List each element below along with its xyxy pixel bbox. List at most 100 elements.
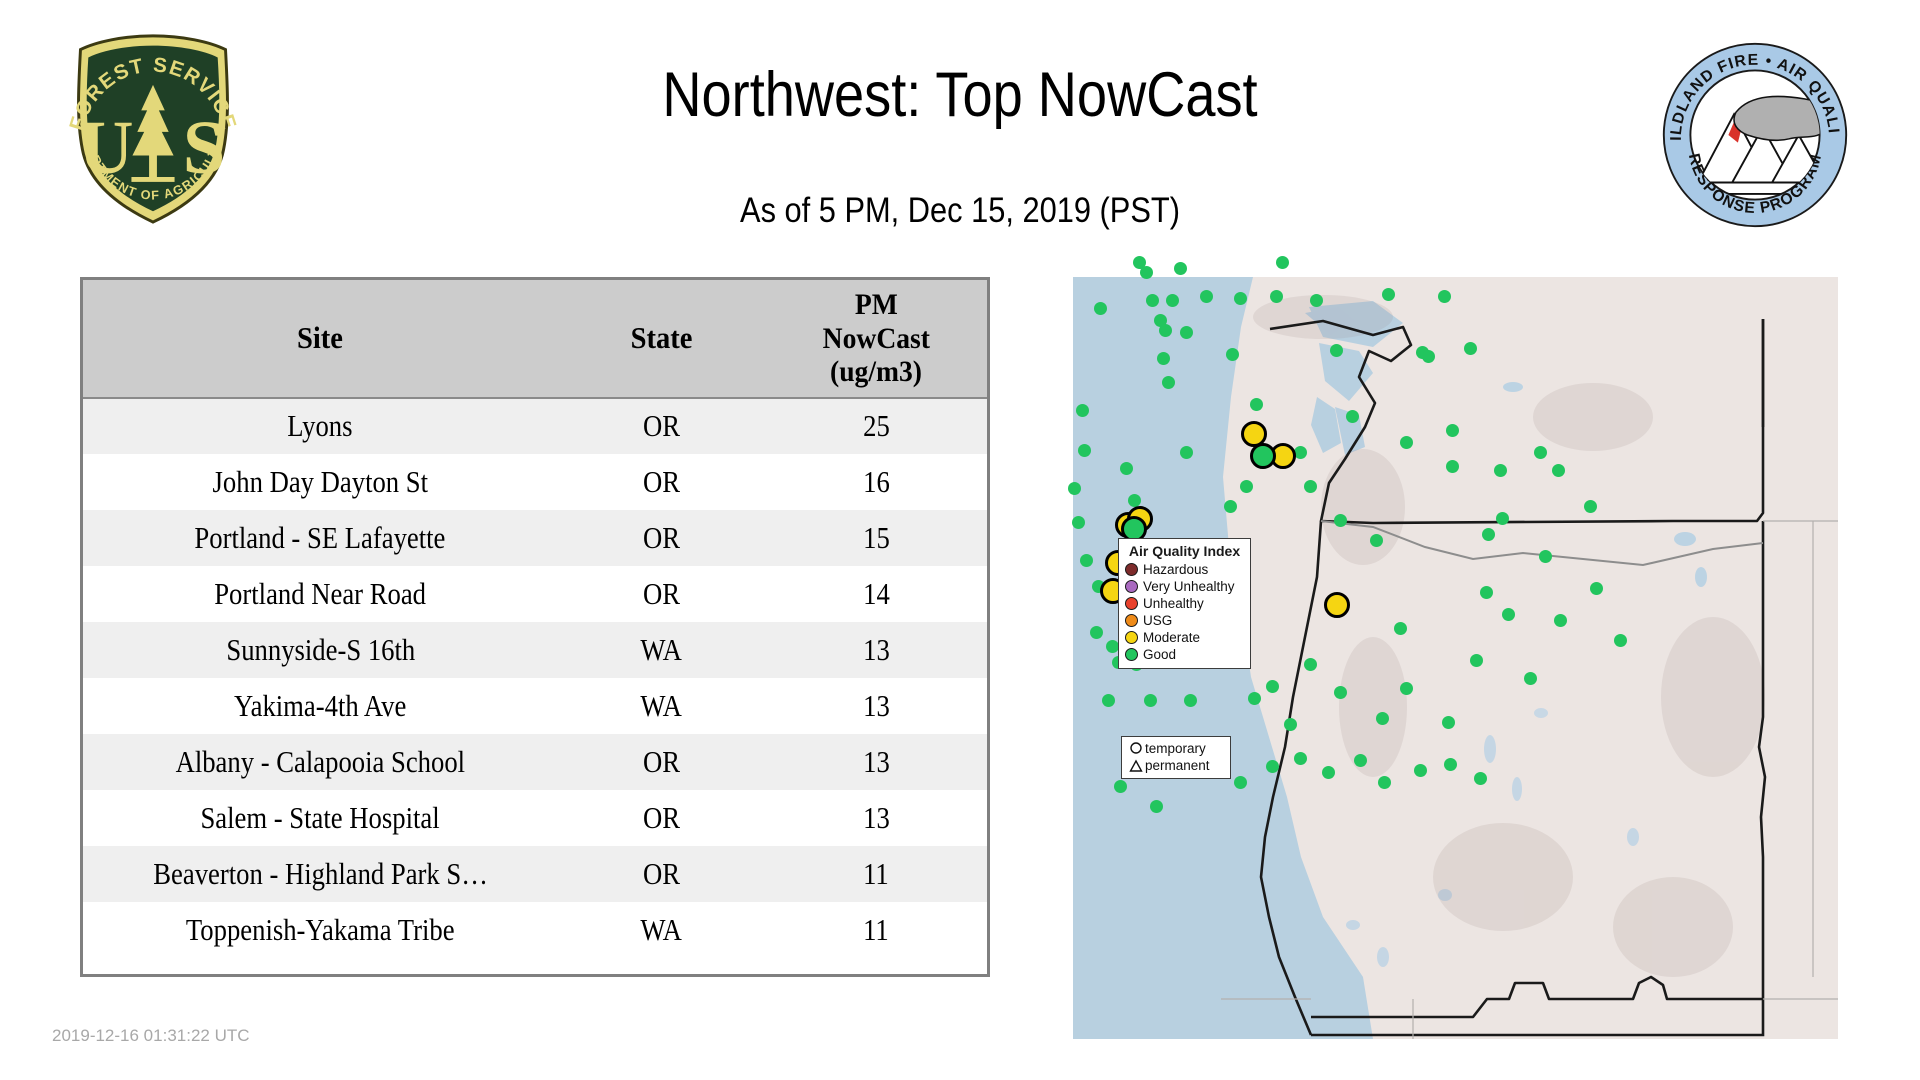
map-good-marker[interactable]	[1444, 758, 1457, 771]
map-good-marker[interactable]	[1304, 480, 1317, 493]
table-row: Salem - State Hospital OR 13	[83, 789, 987, 846]
map-monitor-marker[interactable]	[1250, 443, 1276, 469]
map-good-marker[interactable]	[1378, 776, 1391, 789]
map-good-marker[interactable]	[1334, 514, 1347, 527]
map-good-marker[interactable]	[1157, 352, 1170, 365]
map-good-marker[interactable]	[1539, 550, 1552, 563]
legend-row-good: Good	[1125, 646, 1244, 663]
map-good-marker[interactable]	[1294, 446, 1307, 459]
map-good-marker[interactable]	[1128, 494, 1141, 507]
map-good-marker[interactable]	[1496, 512, 1509, 525]
map-good-marker[interactable]	[1534, 446, 1547, 459]
map-good-marker[interactable]	[1400, 436, 1413, 449]
map-good-marker[interactable]	[1294, 752, 1307, 765]
map-good-marker[interactable]	[1554, 614, 1567, 627]
map-good-marker[interactable]	[1270, 290, 1283, 303]
map-good-marker[interactable]	[1106, 640, 1119, 653]
map-good-marker[interactable]	[1174, 262, 1187, 275]
map-good-marker[interactable]	[1330, 344, 1343, 357]
map-good-marker[interactable]	[1376, 712, 1389, 725]
map-good-marker[interactable]	[1414, 764, 1427, 777]
legend-swatch-icon	[1125, 631, 1138, 644]
map-good-marker[interactable]	[1346, 410, 1359, 423]
map-good-marker[interactable]	[1400, 682, 1413, 695]
map-good-marker[interactable]	[1226, 348, 1239, 361]
map-good-marker[interactable]	[1162, 376, 1175, 389]
legend-swatch-icon	[1125, 614, 1138, 627]
map-good-marker[interactable]	[1140, 266, 1153, 279]
map-good-marker[interactable]	[1442, 716, 1455, 729]
map-good-marker[interactable]	[1284, 718, 1297, 731]
map-good-marker[interactable]	[1482, 528, 1495, 541]
map-good-marker[interactable]	[1266, 760, 1279, 773]
map-good-marker[interactable]	[1080, 554, 1093, 567]
table-cell-pm: 13	[765, 733, 987, 790]
map-good-marker[interactable]	[1068, 482, 1081, 495]
map-good-marker[interactable]	[1446, 460, 1459, 473]
map-good-marker[interactable]	[1422, 350, 1435, 363]
map-good-marker[interactable]	[1266, 680, 1279, 693]
map-good-marker[interactable]	[1394, 622, 1407, 635]
map-good-marker[interactable]	[1154, 314, 1167, 327]
pacific-northwest-map[interactable]	[1073, 277, 1838, 1039]
column-header-pm-nowcast: PM NowCast (ug/m3)	[765, 280, 987, 399]
map-good-marker[interactable]	[1474, 772, 1487, 785]
map-good-marker[interactable]	[1276, 256, 1289, 269]
map-good-marker[interactable]	[1310, 294, 1323, 307]
map-good-marker[interactable]	[1078, 444, 1091, 457]
legend-label: USG	[1143, 613, 1173, 628]
map-good-marker[interactable]	[1200, 290, 1213, 303]
map-good-marker[interactable]	[1494, 464, 1507, 477]
map-good-marker[interactable]	[1180, 446, 1193, 459]
map-good-marker[interactable]	[1150, 800, 1163, 813]
map-good-marker[interactable]	[1166, 294, 1179, 307]
map-good-marker[interactable]	[1224, 500, 1237, 513]
map-good-marker[interactable]	[1094, 302, 1107, 315]
map-good-marker[interactable]	[1240, 480, 1253, 493]
map-good-marker[interactable]	[1470, 654, 1483, 667]
map-good-marker[interactable]	[1090, 626, 1103, 639]
map-good-marker[interactable]	[1180, 326, 1193, 339]
map-monitor-marker[interactable]	[1324, 592, 1350, 618]
map-good-marker[interactable]	[1144, 694, 1157, 707]
map-good-marker[interactable]	[1076, 404, 1089, 417]
map-good-marker[interactable]	[1480, 586, 1493, 599]
map-good-marker[interactable]	[1120, 462, 1133, 475]
table-row: Lyons OR 25	[83, 397, 987, 454]
map-good-marker[interactable]	[1446, 424, 1459, 437]
map-good-marker[interactable]	[1334, 686, 1347, 699]
map-good-marker[interactable]	[1502, 608, 1515, 621]
map-good-marker[interactable]	[1250, 398, 1263, 411]
map-good-marker[interactable]	[1114, 780, 1127, 793]
table-row: John Day Dayton St OR 16	[83, 453, 987, 510]
map-good-marker[interactable]	[1524, 672, 1537, 685]
nowcast-table: Site State PM NowCast (ug/m3) Lyons OR 25 J…	[83, 280, 987, 958]
map-good-marker[interactable]	[1370, 534, 1383, 547]
column-header-state: State	[557, 280, 766, 399]
map-good-marker[interactable]	[1322, 766, 1335, 779]
map-good-marker[interactable]	[1552, 464, 1565, 477]
table-cell-site: Portland - SE Lafayette	[83, 509, 558, 566]
page-title: Northwest: Top NowCast	[662, 60, 1258, 130]
map-good-marker[interactable]	[1184, 694, 1197, 707]
map-good-marker[interactable]	[1382, 288, 1395, 301]
map-good-marker[interactable]	[1248, 692, 1261, 705]
map-good-marker[interactable]	[1354, 754, 1367, 767]
map-good-marker[interactable]	[1159, 324, 1172, 337]
map-good-marker[interactable]	[1234, 776, 1247, 789]
map-good-marker[interactable]	[1438, 290, 1451, 303]
map-good-marker[interactable]	[1102, 694, 1115, 707]
map-good-marker[interactable]	[1234, 292, 1247, 305]
table-cell-site: Salem - State Hospital	[83, 789, 558, 846]
legend-label: Unhealthy	[1143, 596, 1204, 611]
table-cell-pm: 25	[765, 397, 987, 454]
map-good-marker[interactable]	[1464, 342, 1477, 355]
map-good-marker[interactable]	[1072, 516, 1085, 529]
map-good-marker[interactable]	[1590, 582, 1603, 595]
map-good-marker[interactable]	[1614, 634, 1627, 647]
map-good-marker[interactable]	[1584, 500, 1597, 513]
map-good-marker[interactable]	[1146, 294, 1159, 307]
map-good-marker[interactable]	[1133, 256, 1146, 269]
map-good-marker[interactable]	[1304, 658, 1317, 671]
table-cell-pm: 13	[765, 789, 987, 846]
